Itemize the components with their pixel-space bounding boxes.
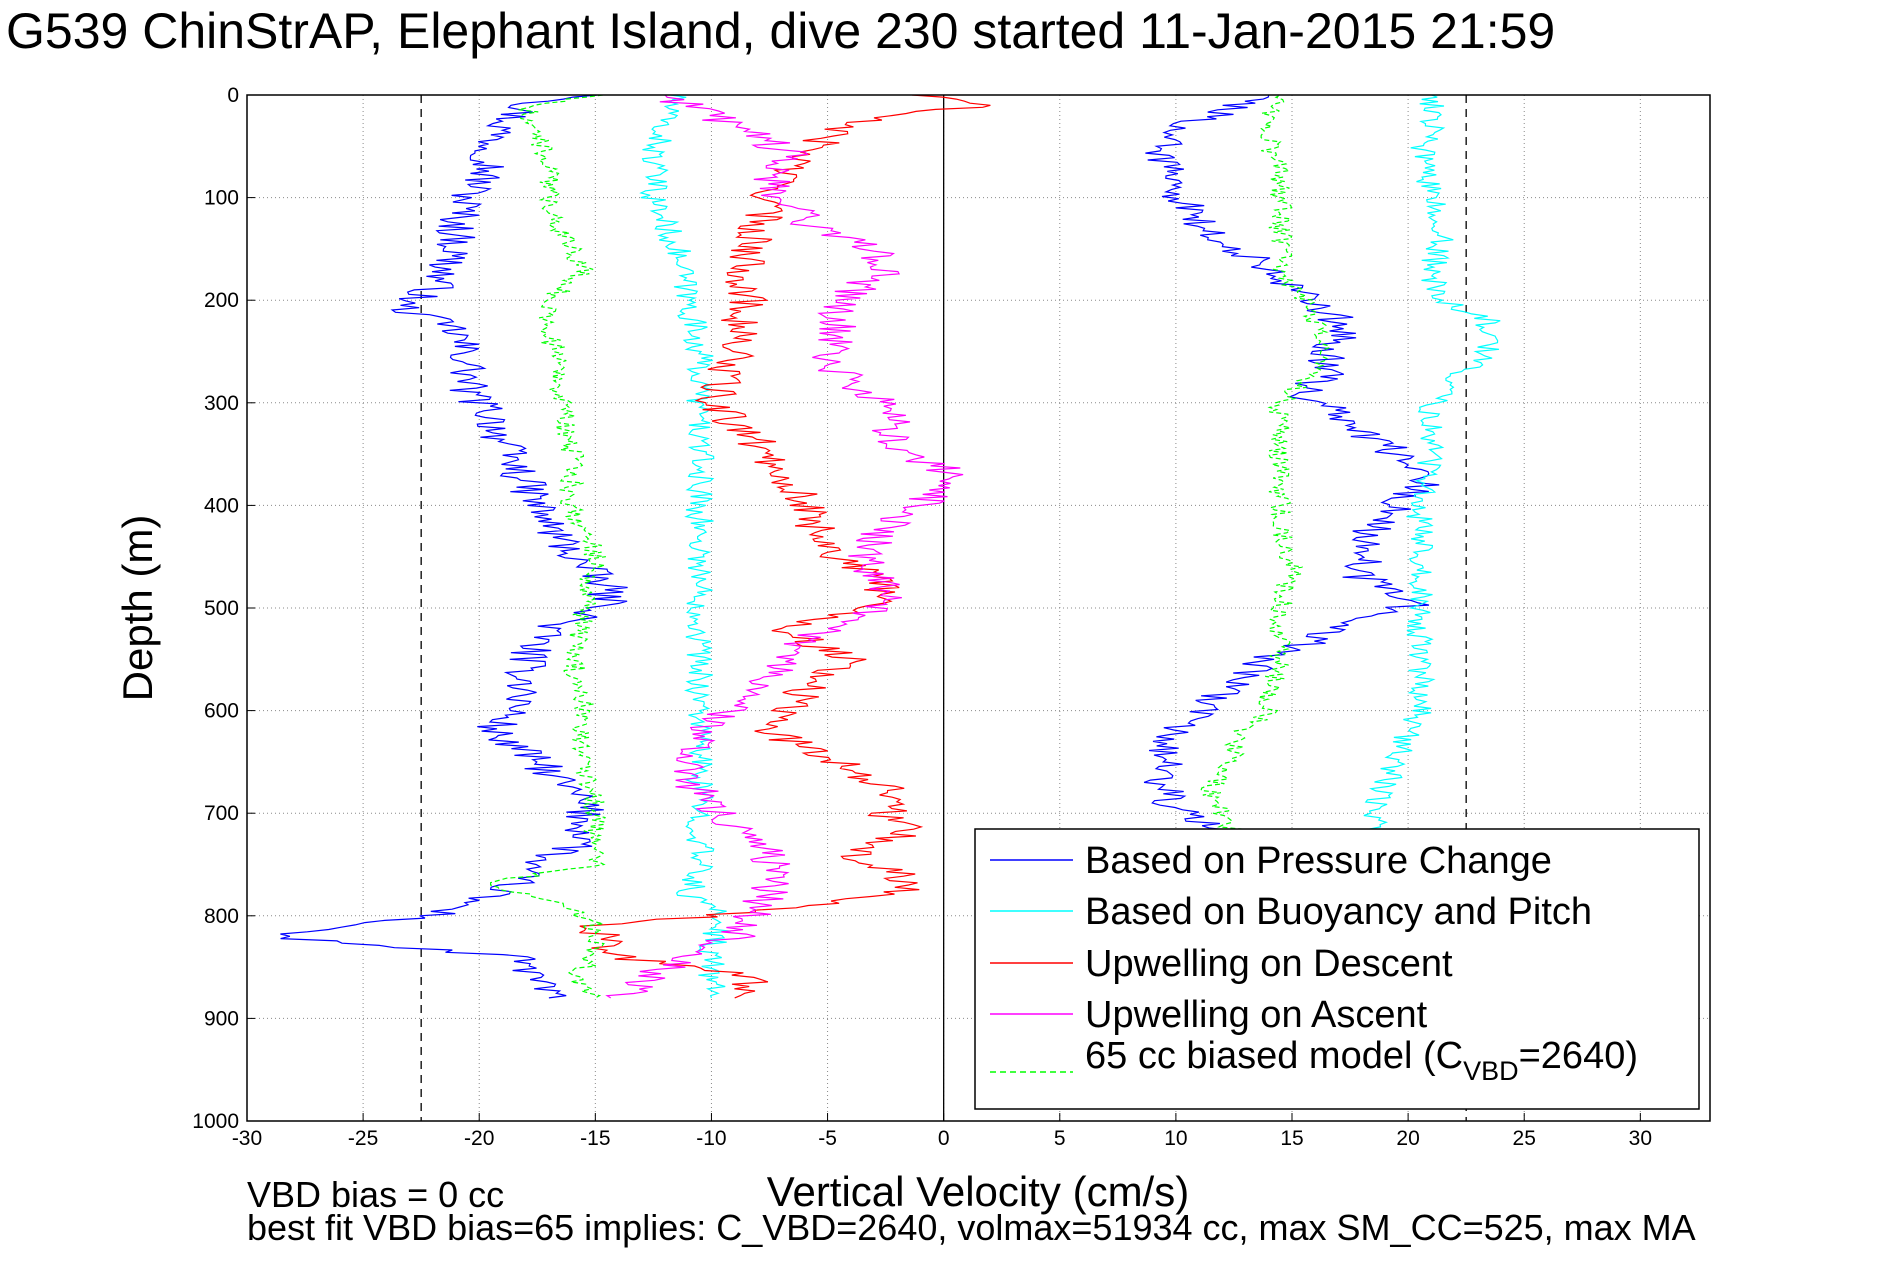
y-tick-label: 100 — [204, 187, 239, 210]
series-buoyancy-pitch-descent — [639, 95, 731, 999]
legend-label-upwelling-descent: Upwelling on Descent — [1085, 943, 1453, 985]
x-tick-label: -30 — [232, 1127, 262, 1150]
x-tick-label: 0 — [938, 1127, 950, 1150]
x-axis-ticks: -30 -25 -20 -15 -10 -5 0 5 10 15 20 25 30 — [232, 1113, 1652, 1150]
y-tick-label: 900 — [204, 1007, 239, 1030]
y-tick-label: 300 — [204, 392, 239, 415]
legend-label-biased-model-main: 65 cc biased model (C — [1085, 1035, 1463, 1077]
legend-label-buoyancy: Based on Buoyancy and Pitch — [1085, 891, 1592, 933]
legend-label-biased-model: 65 cc biased model (CVBD=2640) — [1085, 1035, 1638, 1086]
x-tick-label: -20 — [464, 1127, 494, 1150]
y-tick-label: 0 — [227, 84, 239, 107]
x-tick-label: 15 — [1280, 1127, 1303, 1150]
x-tick-label: 25 — [1513, 1127, 1536, 1150]
series-upwelling-descent-descent — [579, 95, 991, 999]
x-tick-label: 5 — [1054, 1127, 1066, 1150]
legend-label-biased-model-end: =2640) — [1519, 1035, 1638, 1077]
x-tick-label: -10 — [696, 1127, 726, 1150]
x-tick-label: 30 — [1629, 1127, 1652, 1150]
y-tick-label: 200 — [204, 289, 239, 312]
legend-box — [974, 828, 1700, 1110]
x-tick-label: -5 — [818, 1127, 837, 1150]
legend-label-biased-model-sub: VBD — [1463, 1056, 1519, 1086]
series-biased-model-descent — [490, 95, 606, 999]
y-axis-ticks: 0 100 200 300 400 500 600 700 800 900 1000 — [192, 84, 255, 1133]
legend: Based on Pressure Change Based on Buoyan… — [974, 828, 1700, 1110]
vbd-bias-annotation: VBD bias = 0 cc — [247, 1174, 504, 1215]
x-axis-label: Vertical Velocity (cm/s) — [767, 1168, 1189, 1215]
x-tick-label: -25 — [348, 1127, 378, 1150]
y-tick-label: 600 — [204, 700, 239, 723]
x-tick-label: 20 — [1396, 1127, 1419, 1150]
best-fit-annotation: best fit VBD bias=65 implies: C_VBD=2640… — [247, 1207, 1696, 1248]
x-tick-label: 10 — [1164, 1127, 1187, 1150]
chart-title: G539 ChinStrAP, Elephant Island, dive 23… — [6, 3, 1555, 59]
y-axis-label: Depth (m) — [114, 515, 161, 702]
series-pressure-change-descent — [280, 95, 628, 999]
y-tick-label: 400 — [204, 494, 239, 517]
y-tick-label: 1000 — [192, 1110, 239, 1133]
y-tick-label: 700 — [204, 802, 239, 825]
y-tick-label: 800 — [204, 905, 239, 928]
legend-label-upwelling-ascent: Upwelling on Ascent — [1085, 994, 1428, 1036]
x-tick-label: -15 — [580, 1127, 610, 1150]
y-tick-label: 500 — [204, 597, 239, 620]
legend-label-pressure: Based on Pressure Change — [1085, 840, 1552, 882]
series-upwelling-ascent-ascent — [605, 95, 964, 999]
